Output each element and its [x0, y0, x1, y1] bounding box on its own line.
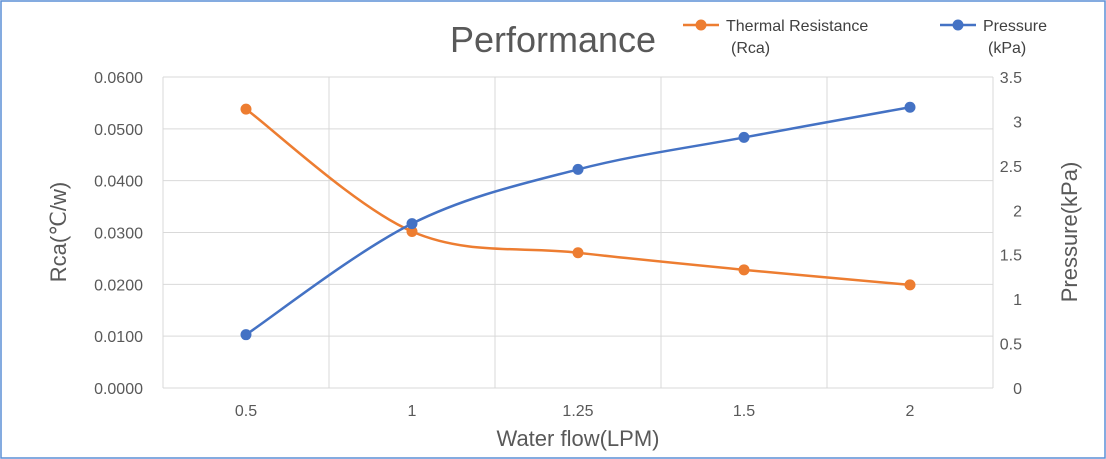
thermal-resistance-legend-sublabel: (Rca) — [731, 40, 770, 57]
x-tick-label: 1 — [408, 403, 417, 420]
thermal-resistance-point — [406, 225, 418, 237]
x-tick-label: 0.5 — [235, 403, 257, 420]
pressure-point — [904, 101, 916, 113]
y2-tick-label: 3.5 — [1000, 70, 1022, 87]
pressure-point — [572, 163, 584, 175]
pressure-legend-label: Pressure — [983, 18, 1047, 35]
y2-tick-label: 0.5 — [1000, 337, 1022, 354]
y2-axis-title: Pressure(kPa) — [1057, 162, 1082, 303]
y2-tick-label: 1 — [1013, 292, 1022, 309]
right-axis-ticks: 0 0.5 1 1.5 2 2.5 3 3.5 — [1000, 70, 1022, 398]
y2-tick-label: 3 — [1013, 114, 1022, 131]
pressure-legend-sublabel: (kPa) — [988, 40, 1026, 57]
x-tick-label: 1.5 — [733, 403, 755, 420]
pressure-point — [406, 218, 418, 230]
y2-tick-label: 2.5 — [1000, 159, 1022, 176]
thermal-resistance-point — [904, 279, 916, 291]
chart-title: Performance — [450, 19, 656, 60]
series-group — [240, 101, 916, 341]
thermal-resistance-point — [738, 264, 750, 276]
thermal-resistance-legend-label: Thermal Resistance — [726, 18, 868, 35]
left-axis-ticks: 0.0000 0.0100 0.0200 0.0300 0.0400 0.0500 0.06… — [94, 70, 143, 398]
y-tick-label: 0.0400 — [94, 174, 143, 191]
pressure-legend-marker — [952, 19, 964, 31]
pressure-point — [738, 131, 750, 143]
y2-tick-label: 0 — [1013, 381, 1022, 398]
x-tick-label: 2 — [906, 403, 915, 420]
x-axis-title: Water flow(LPM) — [497, 426, 660, 451]
y-tick-label: 0.0600 — [94, 70, 143, 87]
thermal-resistance-point — [240, 103, 252, 115]
y-tick-label: 0.0200 — [94, 277, 143, 294]
y-tick-label: 0.0500 — [94, 122, 143, 139]
y-tick-label: 0.0100 — [94, 329, 143, 346]
y2-tick-label: 1.5 — [1000, 248, 1022, 265]
y2-tick-label: 2 — [1013, 203, 1022, 220]
grid-lines — [162, 76, 994, 389]
x-axis-ticks: 0.5 1 1.25 1.5 2 — [235, 403, 915, 420]
pressure-point — [240, 329, 252, 341]
thermal-resistance-point — [572, 247, 584, 259]
thermal-resistance-line — [245, 108, 911, 287]
legend: Thermal Resistance (Rca) Pressure (kPa) — [683, 18, 1047, 57]
y-tick-label: 0.0000 — [94, 381, 143, 398]
y-tick-label: 0.0300 — [94, 226, 143, 243]
x-tick-label: 1.25 — [562, 403, 593, 420]
y-axis-title: Rca(℃/w) — [46, 182, 71, 282]
thermal-resistance-legend-marker — [695, 19, 707, 31]
